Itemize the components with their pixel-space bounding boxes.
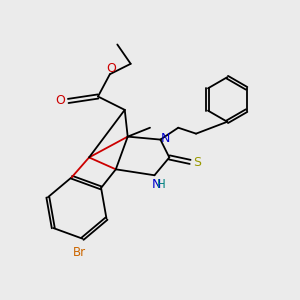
Text: N: N [152, 178, 161, 191]
Text: O: O [55, 94, 65, 106]
Text: Br: Br [73, 246, 86, 259]
Text: S: S [193, 156, 201, 169]
Text: H: H [157, 178, 166, 191]
Text: N: N [161, 132, 170, 145]
Text: O: O [106, 62, 116, 75]
